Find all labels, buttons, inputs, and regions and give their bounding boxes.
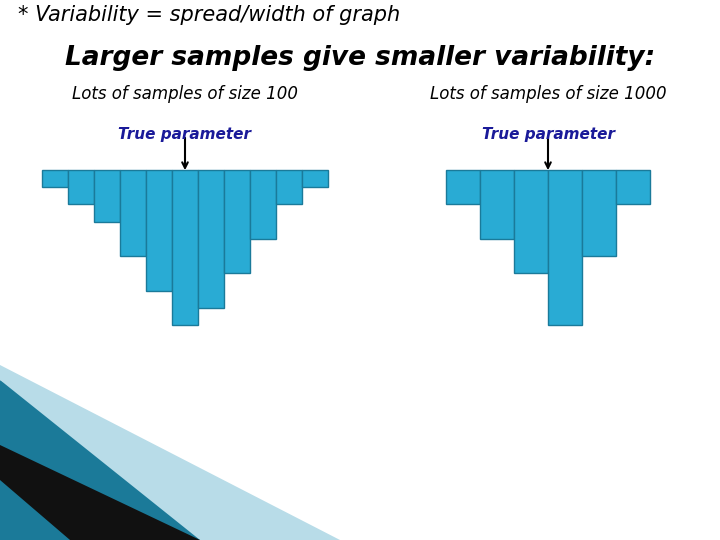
Bar bbox=[250, 170, 276, 239]
Bar bbox=[480, 170, 514, 239]
Bar bbox=[514, 170, 548, 273]
Bar bbox=[120, 170, 146, 256]
Bar bbox=[224, 170, 250, 273]
Text: Larger samples give smaller variability:: Larger samples give smaller variability: bbox=[65, 45, 655, 71]
Polygon shape bbox=[0, 445, 200, 540]
Bar bbox=[582, 170, 616, 256]
Bar bbox=[42, 170, 68, 187]
Text: * Variability = spread/width of graph: * Variability = spread/width of graph bbox=[18, 5, 400, 25]
Bar bbox=[276, 170, 302, 205]
Text: Lots of samples of size 100: Lots of samples of size 100 bbox=[72, 85, 298, 103]
Bar bbox=[616, 170, 650, 205]
Bar bbox=[172, 170, 198, 325]
Polygon shape bbox=[0, 380, 290, 540]
Text: True parameter: True parameter bbox=[482, 127, 614, 142]
Text: Lots of samples of size 1000: Lots of samples of size 1000 bbox=[430, 85, 666, 103]
Text: True parameter: True parameter bbox=[119, 127, 251, 142]
Polygon shape bbox=[0, 365, 340, 540]
Bar bbox=[94, 170, 120, 221]
Bar bbox=[146, 170, 172, 291]
Bar bbox=[446, 170, 480, 205]
Bar bbox=[548, 170, 582, 325]
Bar bbox=[302, 170, 328, 187]
Bar bbox=[68, 170, 94, 205]
Bar bbox=[198, 170, 224, 308]
